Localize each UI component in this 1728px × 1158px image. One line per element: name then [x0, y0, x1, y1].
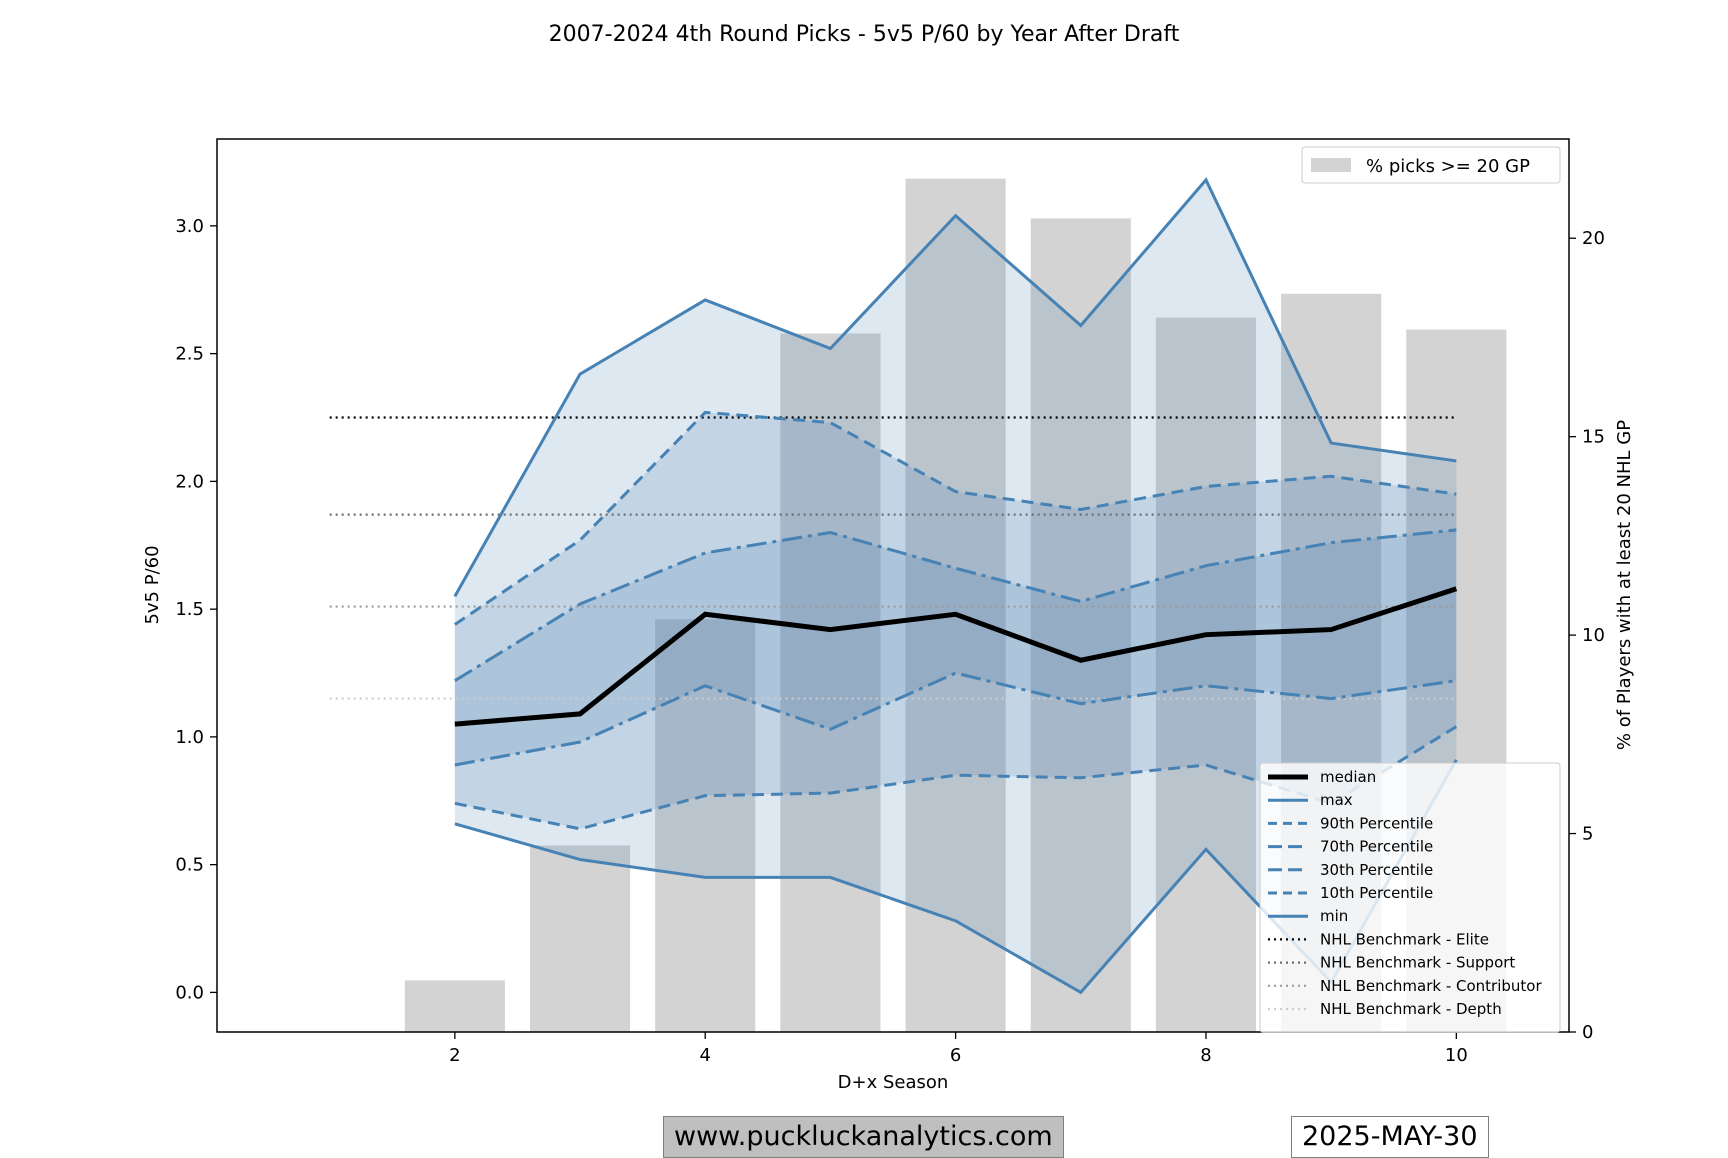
y-tick-label: 1.0 — [175, 727, 204, 748]
y2-tick-label: 5 — [1582, 824, 1593, 845]
series-line-p70 — [454, 528, 1457, 682]
y-tick-label: 2.5 — [175, 344, 204, 365]
plot-frame — [216, 138, 1570, 1033]
bar-4 — [655, 619, 756, 1032]
series-line-p90 — [454, 410, 1457, 626]
band-layer — [454, 179, 1457, 993]
bar-2 — [404, 980, 505, 1032]
bar-7 — [1030, 218, 1131, 1032]
bar-legend-box — [1301, 146, 1561, 184]
bar-legend-label: % picks >= 20 GP — [1366, 156, 1530, 177]
y-tick-label: 2.0 — [175, 471, 204, 492]
legend-label: 90th Percentile — [1320, 814, 1433, 832]
website-watermark: www.puckluckanalytics.com — [663, 1116, 1064, 1158]
legend-label: 70th Percentile — [1320, 838, 1433, 856]
y-tick-label: 0.0 — [175, 982, 204, 1003]
band-p10-p90 — [454, 412, 1457, 829]
y-tick-label: 0.5 — [175, 855, 204, 876]
legend-label: NHL Benchmark - Depth — [1320, 1000, 1502, 1018]
series-line-max — [453, 177, 1457, 598]
bar-3 — [529, 845, 631, 1032]
y-tick-label: 1.5 — [175, 599, 204, 620]
chart-title: 2007-2024 4th Round Picks - 5v5 P/60 by … — [549, 22, 1180, 47]
bar-5 — [780, 333, 881, 1032]
band-p30-p70 — [454, 529, 1457, 765]
bar-legend: % picks >= 20 GP — [1301, 146, 1561, 184]
legend-label: 10th Percentile — [1320, 884, 1433, 902]
y2-tick-label: 20 — [1582, 228, 1605, 249]
legend-box — [1259, 762, 1561, 1033]
legend: median max 90th Percentile 70th Percentile 3… — [1259, 762, 1561, 1033]
series-line-median — [454, 586, 1458, 727]
legend-label: median — [1320, 768, 1376, 786]
x-tick-label: 6 — [950, 1045, 961, 1066]
x-tick-label: 4 — [699, 1045, 710, 1066]
benchmark-layer — [329, 416, 1457, 700]
legend-label: NHL Benchmark - Contributor — [1320, 977, 1542, 995]
y2-tick-label: 0 — [1582, 1022, 1593, 1043]
legend-label: min — [1320, 907, 1348, 925]
legend-label: NHL Benchmark - Support — [1320, 954, 1515, 972]
legend-label: NHL Benchmark - Elite — [1320, 930, 1489, 948]
y2-axis-label: % of Players with at least 20 NHL GP — [1614, 420, 1635, 750]
y-axis-label: 5v5 P/60 — [142, 545, 163, 624]
bar-8 — [1155, 317, 1257, 1033]
band-min-max — [454, 179, 1457, 993]
date-stamp: 2025-MAY-30 — [1291, 1116, 1489, 1158]
legend-label: max — [1320, 791, 1353, 809]
y2-tick-label: 15 — [1582, 427, 1605, 448]
x-tick-label: 10 — [1445, 1045, 1468, 1066]
y2-tick-label: 10 — [1582, 625, 1605, 646]
legend-label: 30th Percentile — [1320, 861, 1433, 879]
bar-legend-swatch — [1311, 158, 1351, 172]
x-axis-label: D+x Season — [838, 1072, 949, 1093]
x-tick-label: 2 — [449, 1045, 460, 1066]
series-line-p30 — [454, 671, 1457, 767]
x-tick-label: 8 — [1200, 1045, 1211, 1066]
y-tick-label: 3.0 — [175, 216, 204, 237]
bar-6 — [905, 178, 1006, 1032]
axes-layer: 2 4 6 8 10 0.0 0.5 1.0 1.5 2.0 2.5 3.0 0 5 10 15 20 — [175, 216, 1605, 1066]
